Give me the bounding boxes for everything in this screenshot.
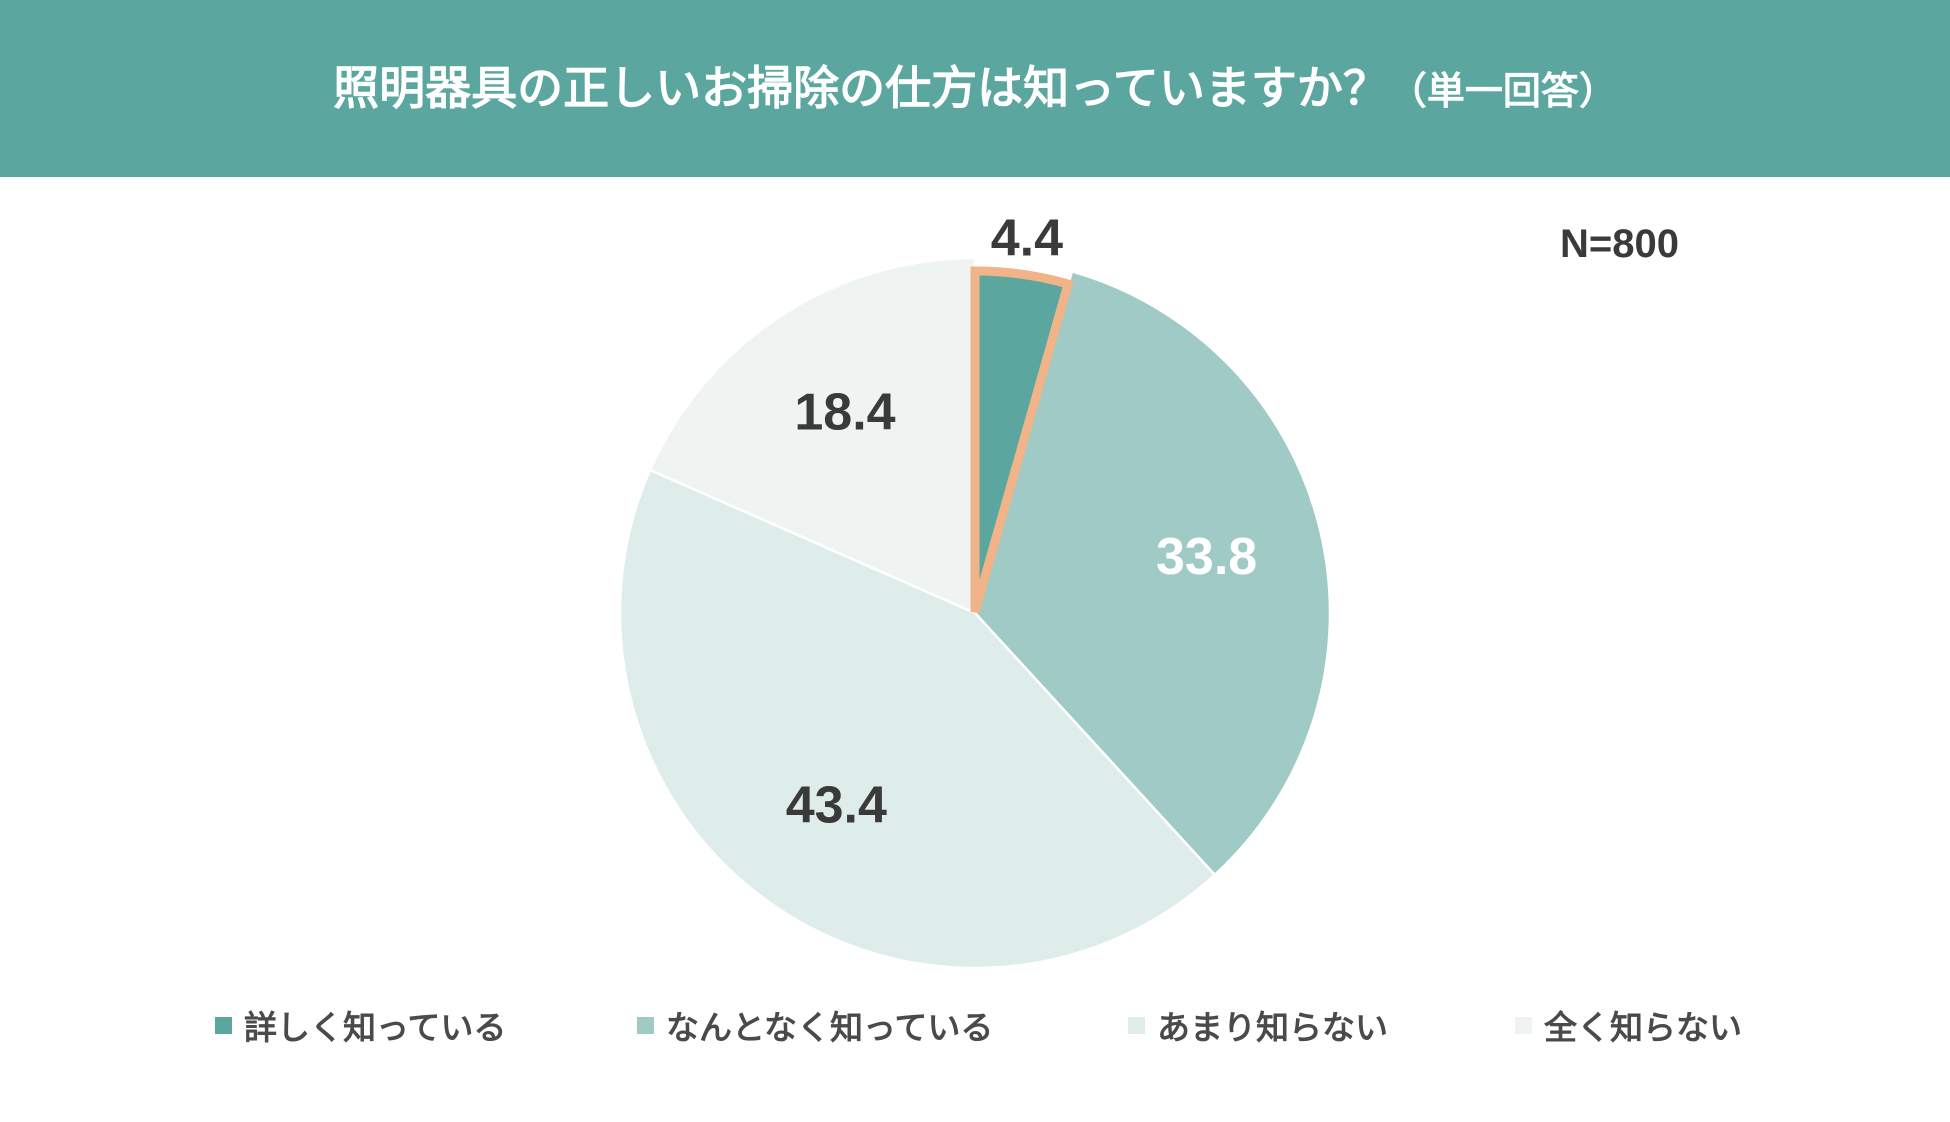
legend-swatch: [1515, 1016, 1532, 1034]
chart-title-main: 照明器具の正しいお掃除の仕方は知っていますか？: [333, 61, 1389, 115]
pie-slice-1-highlighted: [970, 266, 1074, 614]
legend-item-2: なんとなく知っている: [637, 1000, 993, 1050]
legend-swatch: [1128, 1016, 1145, 1034]
pie-slice-2: [973, 270, 1332, 877]
chart-title-subtitle: （単一回答）: [1388, 69, 1617, 113]
legend-item-3: あまり知らない: [1128, 1000, 1388, 1050]
legend-label: 全く知らない: [1544, 1008, 1742, 1047]
legend: 詳しく知っている なんとなく知っている あまり知らない 全く知らない: [0, 1000, 1950, 1050]
data-label-3: 43.4: [786, 776, 887, 834]
legend-label: 詳しく知っている: [244, 1008, 507, 1047]
legend-item-4: 全く知らない: [1515, 1000, 1742, 1050]
pie-slice-3: [618, 468, 1216, 970]
sample-size-label: N=800: [1560, 222, 1679, 266]
legend-label: なんとなく知っている: [666, 1008, 994, 1047]
data-label-1: 4.4: [991, 210, 1063, 268]
legend-swatch: [215, 1016, 232, 1034]
data-label-2: 33.8: [1156, 528, 1257, 586]
chart-title: 照明器具の正しいお掃除の仕方は知っていますか？（単一回答）: [0, 0, 1950, 177]
pie-slice-4: [648, 256, 977, 615]
data-label-4: 18.4: [794, 384, 895, 442]
legend-item-1: 詳しく知っている: [215, 1000, 506, 1050]
legend-swatch: [637, 1016, 654, 1034]
legend-label: あまり知らない: [1157, 1008, 1388, 1047]
title-banner: [0, 0, 1950, 177]
